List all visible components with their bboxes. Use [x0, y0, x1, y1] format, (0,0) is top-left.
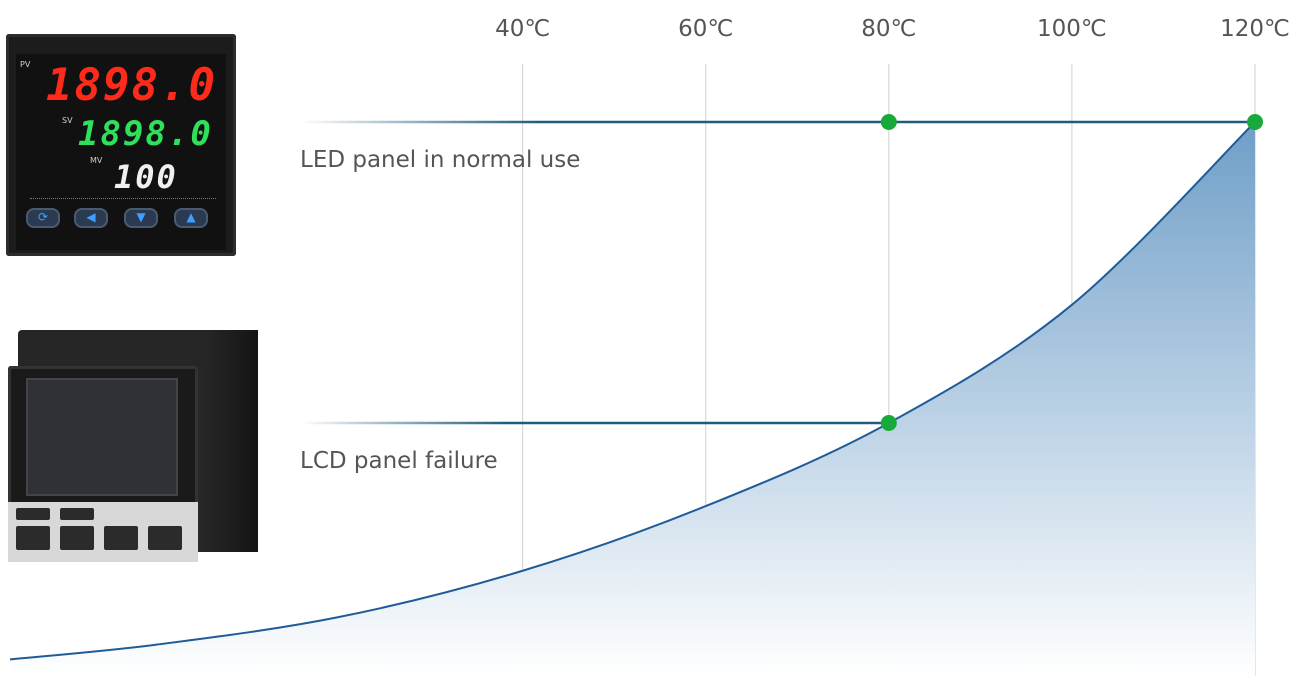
curve-line — [9, 121, 1256, 661]
x-tick-label: 60℃ — [678, 16, 733, 42]
pv-readout: 1898.0 — [46, 60, 217, 111]
key-set — [16, 526, 50, 550]
threshold-line — [300, 421, 889, 425]
key-shift — [60, 526, 94, 550]
sv-readout: 1898.0 — [78, 114, 213, 154]
down-arrow-icon: ▼ — [136, 210, 146, 224]
threshold-label: LED panel in normal use — [300, 147, 580, 173]
threshold-line — [300, 120, 1255, 124]
threshold-marker — [880, 114, 897, 130]
key-f1 — [16, 508, 50, 520]
mv-readout: 100 — [114, 158, 178, 196]
led-display-face: PV 1898.0 SV 1898.0 MV 100 ⟳ ◀ ▼ ▲ — [16, 54, 226, 250]
x-tick-label: 80℃ — [861, 16, 916, 42]
up-arrow-icon: ▲ — [186, 210, 196, 224]
up-button: ▲ — [174, 208, 208, 228]
down-button: ▼ — [124, 208, 158, 228]
threshold-label: LCD panel failure — [300, 448, 498, 474]
curve-area — [10, 122, 1255, 676]
threshold-rows: LED panel in normal use LCD panel failure — [300, 114, 1263, 474]
x-tick-label: 100℃ — [1037, 16, 1107, 42]
threshold-marker — [1247, 114, 1263, 130]
lcd-front-panel — [8, 366, 198, 562]
threshold-marker — [880, 415, 897, 432]
x-tick-labels: 40℃ 60℃ 80℃ 100℃ 120℃ — [495, 16, 1290, 42]
shift-button: ◀ — [74, 208, 108, 228]
key-up — [148, 526, 182, 550]
lcd-housing-top — [18, 330, 208, 370]
lcd-controller-image — [8, 330, 258, 562]
key-f2 — [60, 508, 94, 520]
led-controller-image: PV 1898.0 SV 1898.0 MV 100 ⟳ ◀ ▼ ▲ — [6, 34, 236, 256]
x-tick-label: 120℃ — [1220, 16, 1290, 42]
x-tick-label: 40℃ — [495, 16, 550, 42]
cycle-button: ⟳ — [26, 208, 60, 228]
lcd-keypad — [8, 502, 198, 562]
cycle-icon: ⟳ — [37, 210, 49, 224]
left-arrow-icon: ◀ — [86, 210, 96, 224]
key-down — [104, 526, 138, 550]
mv-tag: MV — [90, 156, 103, 165]
sv-tag: SV — [62, 116, 73, 125]
lcd-screen — [26, 378, 178, 496]
pv-tag: PV — [20, 60, 31, 69]
indicator-row — [30, 198, 216, 203]
